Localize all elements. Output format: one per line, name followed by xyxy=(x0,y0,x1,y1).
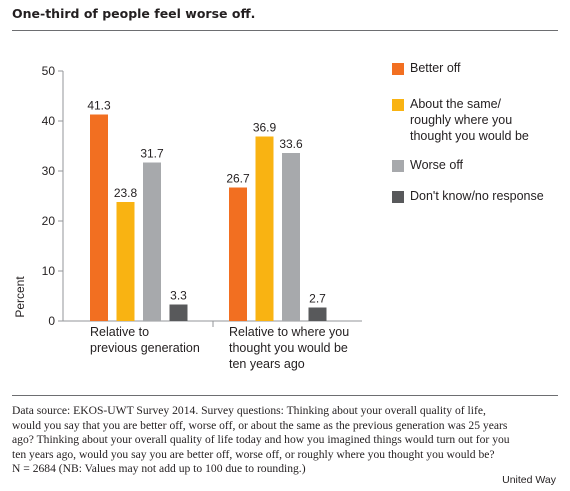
top-divider xyxy=(12,30,558,31)
bar-value-label: 41.3 xyxy=(87,99,111,113)
bar-value-label: 26.7 xyxy=(226,172,250,186)
legend-swatch xyxy=(392,63,404,75)
legend-swatch xyxy=(392,191,404,203)
x-category-label: thought you would be xyxy=(229,341,348,355)
legend-label: About the same/roughly where you thought … xyxy=(410,96,560,144)
bar xyxy=(229,187,247,321)
x-category-label: Relative to xyxy=(90,325,149,339)
legend-label: Better off xyxy=(410,60,560,76)
legend-label-line: Worse off xyxy=(410,158,464,172)
x-category-label: previous generation xyxy=(90,341,200,355)
chart-title: One-third of people feel worse off. xyxy=(12,6,256,21)
y-tick-label: 30 xyxy=(42,164,56,178)
bar-value-label: 33.6 xyxy=(279,137,303,151)
bar-chart: 0 10 20 30 40 50 Percent 41.3 26.7 23.8 36.9 31.7 33… xyxy=(13,64,362,371)
bar xyxy=(255,136,274,321)
credit-text: United Way xyxy=(502,474,556,486)
legend-label: Worse off xyxy=(410,157,560,173)
legend-swatch xyxy=(392,160,404,172)
bar xyxy=(143,162,161,321)
legend-swatch xyxy=(392,99,404,111)
legend-label-line: roughly where you xyxy=(410,113,513,127)
bar xyxy=(90,114,108,321)
legend-label-line: Don't know/no response xyxy=(410,189,544,203)
y-tick-label: 10 xyxy=(42,264,56,278)
bar-value-label: 3.3 xyxy=(170,289,187,303)
source-line: N = 2684 (NB: Values may not add up to 1… xyxy=(12,462,306,475)
x-category-label: Relative to where you xyxy=(229,325,349,339)
y-tick-label: 20 xyxy=(42,214,56,228)
bottom-divider xyxy=(12,395,558,396)
bar xyxy=(169,304,188,321)
y-axis-title: Percent xyxy=(13,276,27,318)
bar-value-label: 23.8 xyxy=(114,186,138,200)
source-line: would you say that you are better off, w… xyxy=(12,418,508,432)
y-tick-label: 40 xyxy=(42,114,56,128)
legend-label-line: About the same/ xyxy=(410,97,502,111)
y-tick-label: 0 xyxy=(48,314,55,328)
bar xyxy=(282,153,300,321)
bar xyxy=(116,202,135,321)
legend-label: Don't know/no response xyxy=(410,188,560,204)
x-category-label: ten years ago xyxy=(229,357,305,371)
source-line: ago? Thinking about your overall quality… xyxy=(12,433,510,446)
bar xyxy=(308,307,327,321)
y-tick-label: 50 xyxy=(42,64,56,78)
source-line: ten years ago, would you say you are bet… xyxy=(12,447,495,461)
source-line: Data source: EKOS-UWT Survey 2014. Surve… xyxy=(12,404,486,417)
data-source-note: Data source: EKOS-UWT Survey 2014. Surve… xyxy=(12,404,560,477)
bar-value-label: 2.7 xyxy=(309,292,326,306)
legend-label-line: thought you would be xyxy=(410,129,529,143)
bar-value-label: 36.9 xyxy=(253,121,277,135)
bar-value-label: 31.7 xyxy=(140,147,164,161)
legend-label-line: Better off xyxy=(410,61,461,75)
